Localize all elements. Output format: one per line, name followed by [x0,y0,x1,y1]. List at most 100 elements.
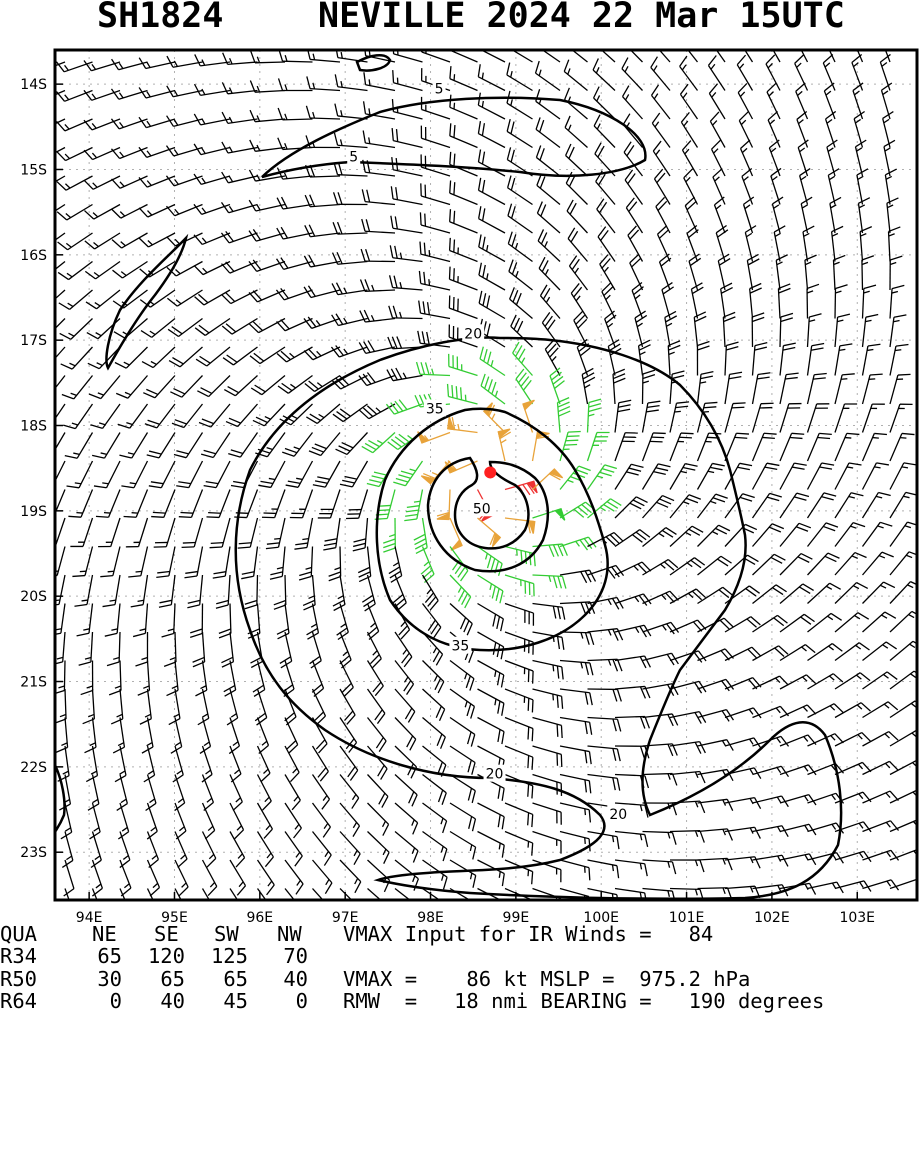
wind-barb [890,404,913,432]
wind-barb [139,117,175,127]
wind-barb [509,260,533,290]
wind-barb [670,402,689,433]
wind-barb [478,64,505,90]
wind-barb [285,718,298,754]
wind-barb [329,547,341,581]
wind-barb [564,60,587,91]
wind-barb [605,311,616,347]
wind-barb [567,200,587,233]
wind-barb [184,547,202,578]
wind-barb [566,144,588,176]
wind-barb [423,860,448,889]
wind-barb [863,582,895,603]
wind-barb [635,311,647,347]
wind-barb [197,376,230,397]
wind-barb [251,376,285,395]
wind-barb [86,290,120,309]
wind-barb [35,376,65,400]
wind-barb [58,233,93,250]
wind-barb [505,860,533,884]
wind-barb [120,889,132,925]
wind-barb [535,33,560,62]
wind-barb [386,400,422,415]
wind-barb [368,632,382,668]
wind-barb [753,493,782,518]
wind-barb [333,222,367,234]
wind-barb [353,518,368,551]
wind-barb [807,284,819,318]
wind-barb [794,26,808,62]
wind-barb [170,376,202,398]
header-sw: SW [214,924,239,945]
wind-barb [285,889,304,923]
y-tick-label: 18S [20,419,47,435]
wind-barb [725,433,749,461]
wind-barb [890,701,919,718]
wind-barb [615,400,631,432]
wind-barb [368,803,389,836]
contour-20kt [236,337,841,898]
wind-barb [39,461,65,488]
wind-barb [698,525,730,546]
wind-barb [753,343,768,376]
wind-barb [62,376,93,399]
y-tick-label: 15S [20,162,47,178]
wind-barb [419,301,450,319]
wind-barb [582,368,595,404]
r34-sw: 125 [196,946,248,967]
wind-barb [615,832,648,847]
wind-barb [143,376,175,398]
wind-barb [414,518,427,553]
wind-barb [767,83,780,119]
wind-barb [808,344,825,376]
wind-barb [270,547,285,580]
wind-barb [890,552,919,575]
wind-barb [313,461,340,487]
contour-label: 5 [349,150,358,166]
x-tick-label: 102E [754,910,790,925]
wind-barb [835,643,869,661]
wind-barb [448,384,478,404]
wind-barb [890,731,919,746]
wind-barb [133,604,147,637]
wind-barb [484,403,505,433]
wind-barb [508,204,533,233]
wind-barb [145,404,175,428]
wind-barb [368,832,390,864]
wind-barb [276,288,312,299]
wind-barb [216,575,230,608]
y-tick-label: 19S [20,504,47,520]
wind-barb [588,689,622,701]
wind-barb [560,803,590,822]
wind-barb [568,228,587,262]
wind-barb [750,284,762,319]
wind-barb [368,718,387,752]
wind-barb [142,347,175,368]
wind-barb [615,433,638,461]
wind-barb [652,85,670,119]
wind-barb [421,126,450,148]
wind-barb [423,661,444,693]
wind-barb [112,59,148,70]
wind-barb [560,718,592,735]
wind-barb [478,604,504,632]
wind-barb [450,123,478,147]
wind-barb [863,315,879,347]
wind-barb [780,404,801,433]
wind-barb [776,255,787,290]
wind-barb [423,803,447,833]
wind-barb [277,604,289,639]
wind-barb [395,718,416,751]
wind-barb [795,55,808,91]
wind-barb [333,575,345,610]
wind-barb [712,140,725,176]
wind-barb [588,860,619,878]
wind-barb [88,347,120,369]
wind-barb [533,575,566,589]
wind-barb [656,197,670,233]
wind-barb [651,57,670,91]
wind-barb [890,641,919,660]
r64-se: 40 [135,991,185,1012]
wind-barb [423,832,447,862]
storm-center-marker [484,466,496,478]
